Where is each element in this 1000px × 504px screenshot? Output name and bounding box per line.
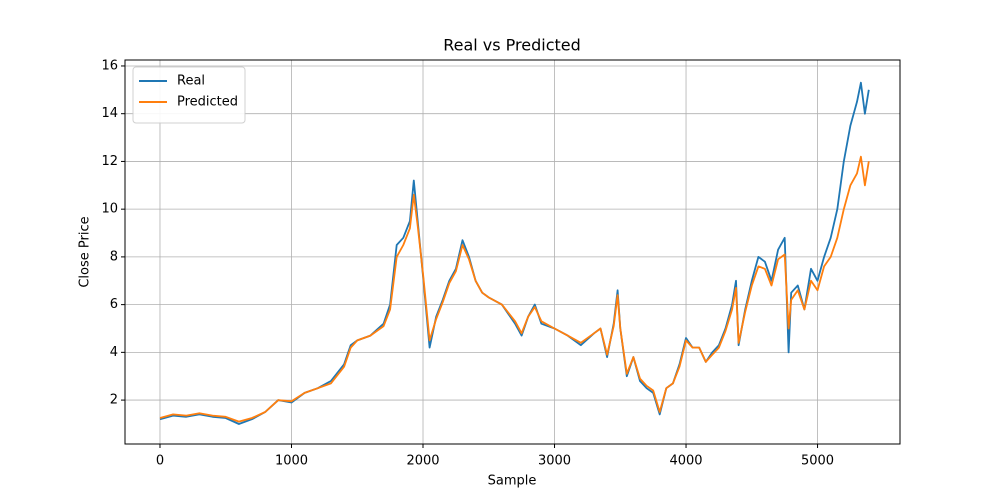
x-tick-label: 5000 <box>801 454 834 469</box>
legend-label: Real <box>177 74 205 89</box>
y-tick-label: 12 <box>101 154 118 169</box>
y-tick-label: 16 <box>101 58 118 73</box>
series-line <box>159 155 870 423</box>
x-tick-label: 1000 <box>275 454 308 469</box>
y-tick-label: 2 <box>110 393 118 408</box>
y-tick-label: 6 <box>110 297 118 312</box>
y-tick-label: 14 <box>101 106 118 121</box>
y-tick-label: 8 <box>110 249 118 264</box>
y-axis-label: Close Price <box>78 216 93 287</box>
plot-frame <box>124 59 901 445</box>
y-tick-label: 10 <box>101 202 118 217</box>
y-tick-label: 4 <box>110 345 118 360</box>
x-tick-label: 0 <box>156 454 164 469</box>
x-tick-label: 2000 <box>406 454 439 469</box>
x-tick-label: 3000 <box>538 454 571 469</box>
x-tick-label: 4000 <box>669 454 702 469</box>
chart-title: Real vs Predicted <box>443 36 581 55</box>
legend-label: Predicted <box>177 95 238 110</box>
x-axis-label: Sample <box>488 474 537 489</box>
